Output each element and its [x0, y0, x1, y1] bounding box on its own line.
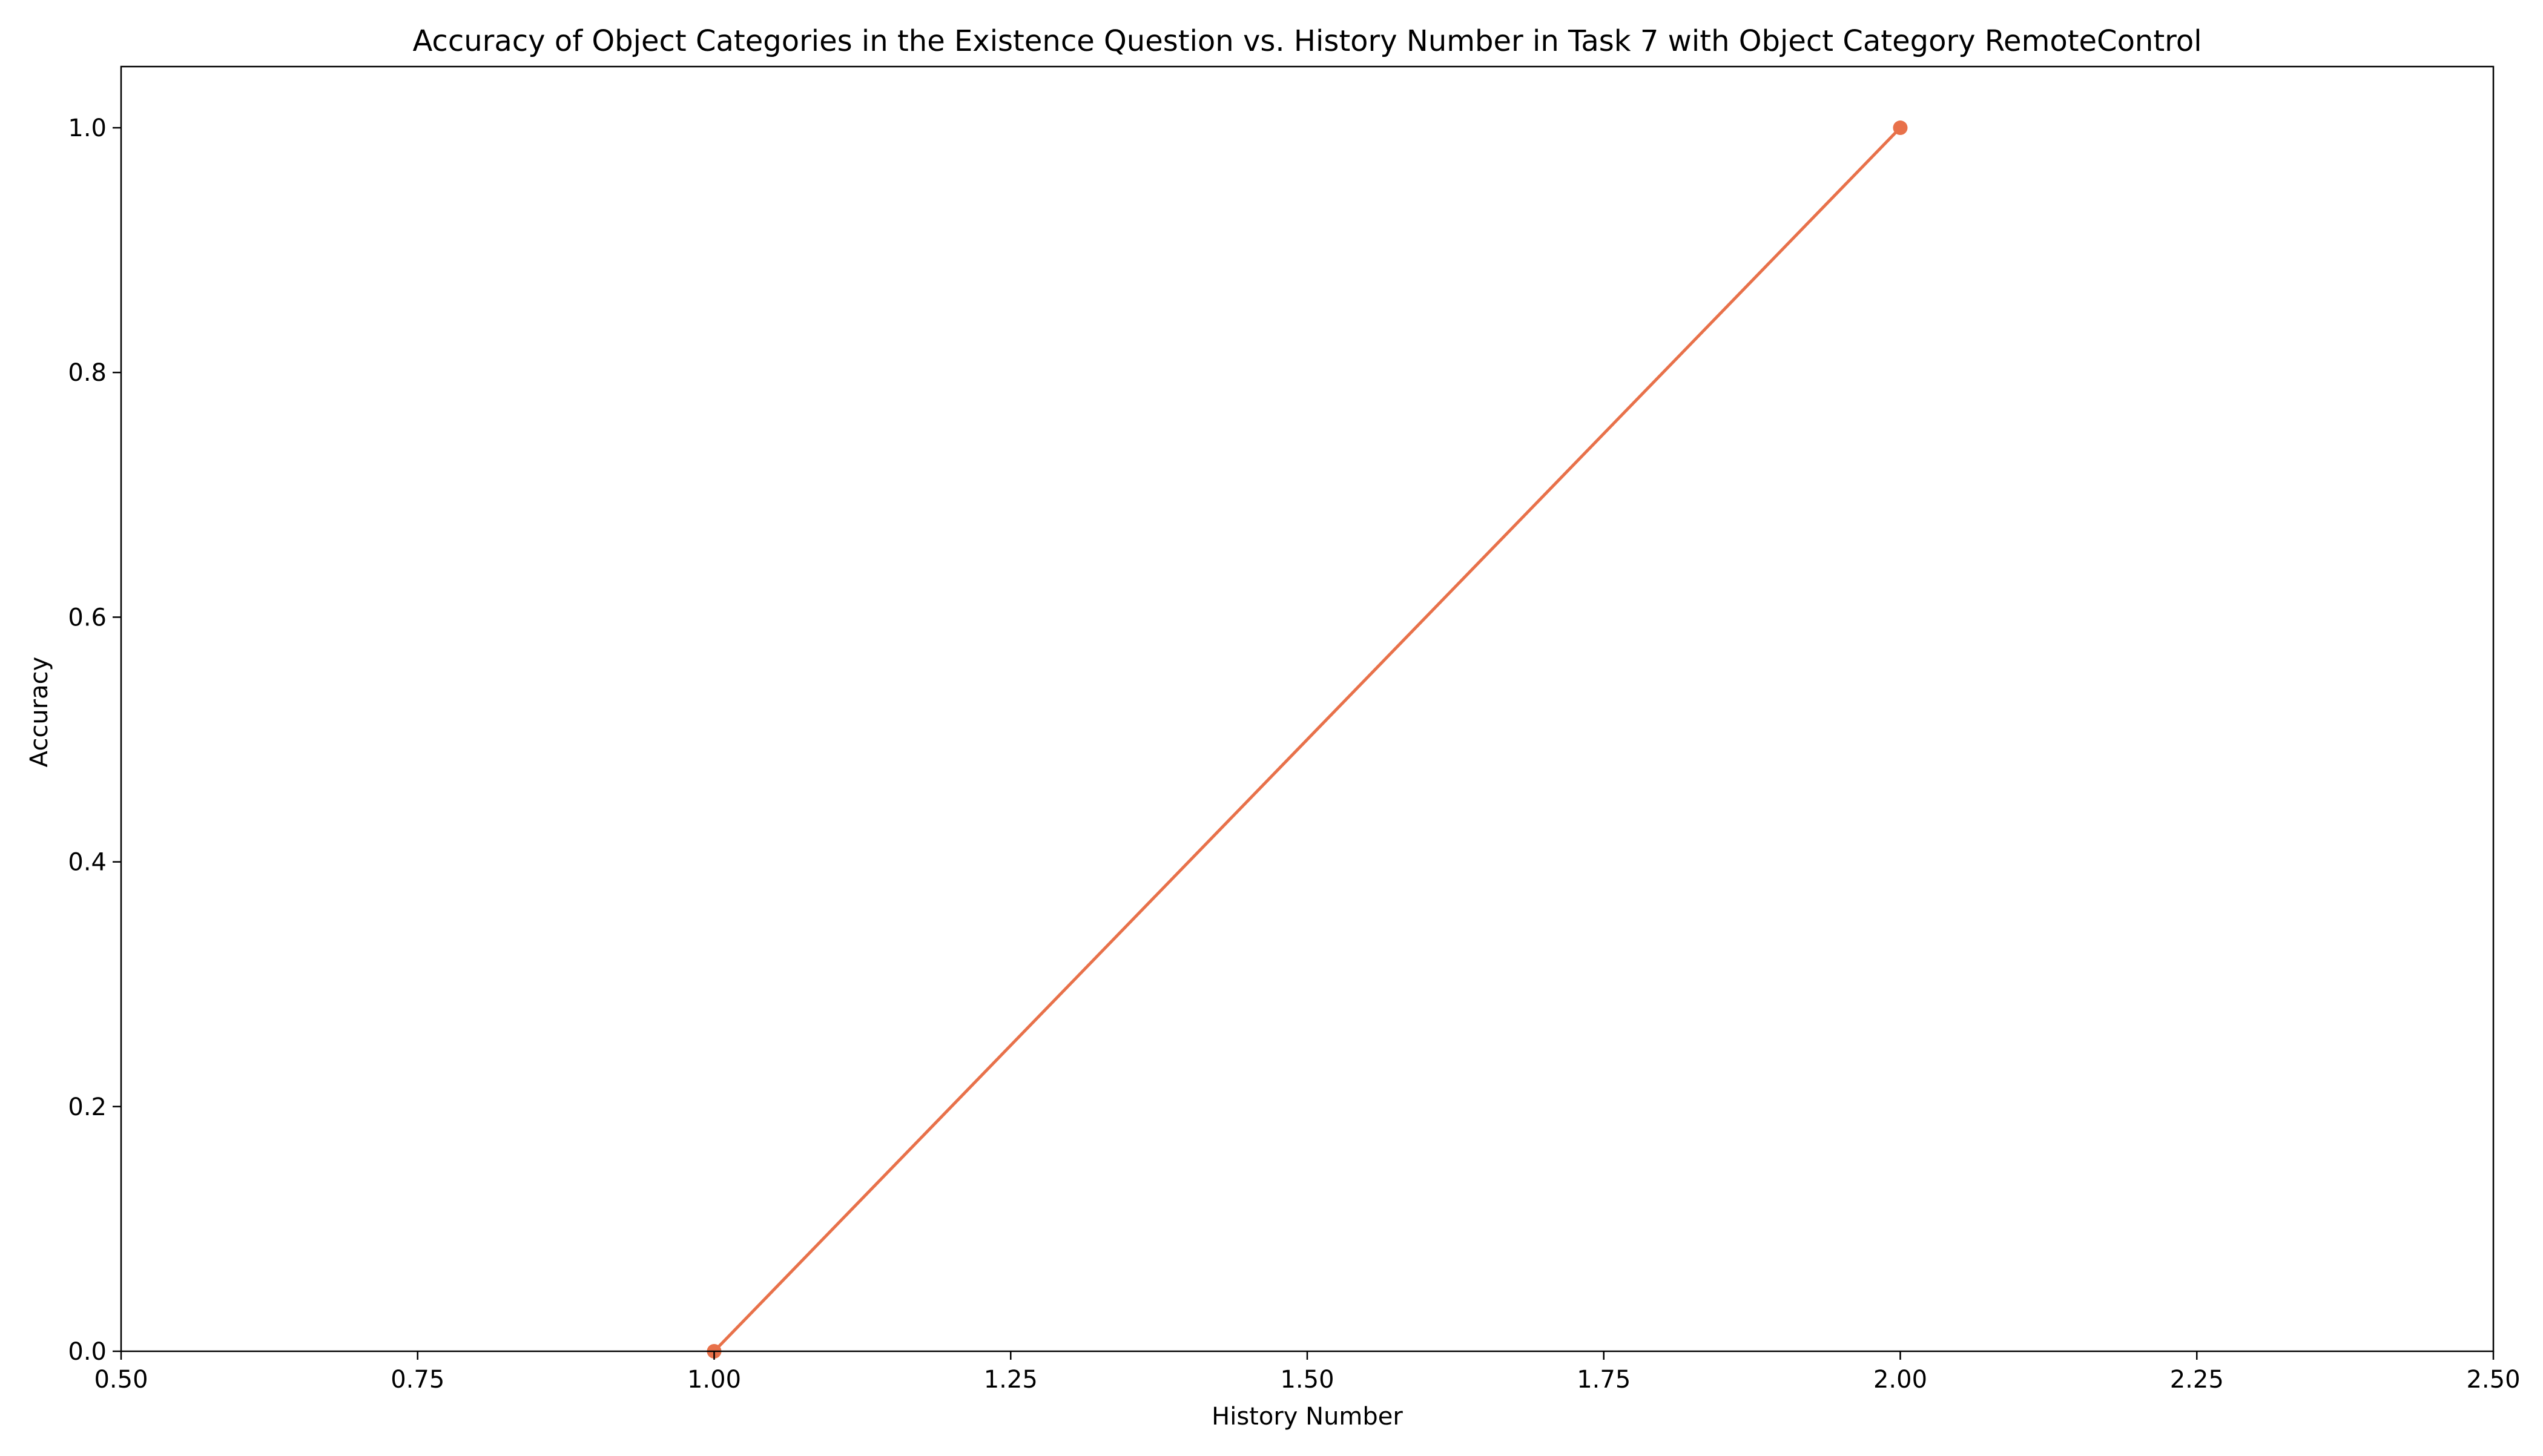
x-tick-label: 1.00 [687, 1366, 741, 1394]
y-tick-label: 0.6 [68, 604, 107, 631]
x-tick-label: 2.50 [2466, 1366, 2520, 1394]
plot-area: 0.50 0.75 1.00 1.25 1.50 1.75 2.00 2.25 2.50 0.0 0… [68, 65, 2521, 1394]
x-tick-label: 2.25 [2170, 1366, 2224, 1394]
x-tick-label: 0.50 [94, 1366, 148, 1394]
y-tick-label: 1.0 [68, 114, 107, 142]
y-tick-label: 0.2 [68, 1093, 107, 1121]
x-tick-label: 0.75 [391, 1366, 444, 1394]
plot-frame [120, 65, 2495, 1352]
y-tick-label: 0.4 [68, 849, 107, 877]
x-axis-label: History Number [1212, 1403, 1403, 1431]
x-tick-label: 1.25 [984, 1366, 1038, 1394]
y-tick-label: 0.0 [68, 1338, 107, 1366]
y-tick-label: 0.8 [68, 359, 107, 387]
chart-title: Accuracy of Object Categories in the Exi… [412, 24, 2202, 58]
x-tick-label: 2.00 [1873, 1366, 1927, 1394]
y-axis-label: Accuracy [25, 657, 53, 768]
data-point-marker [1893, 120, 1908, 136]
x-tick-label: 1.50 [1280, 1366, 1334, 1394]
x-tick-label: 1.75 [1577, 1366, 1631, 1394]
series-line [713, 126, 1902, 1353]
